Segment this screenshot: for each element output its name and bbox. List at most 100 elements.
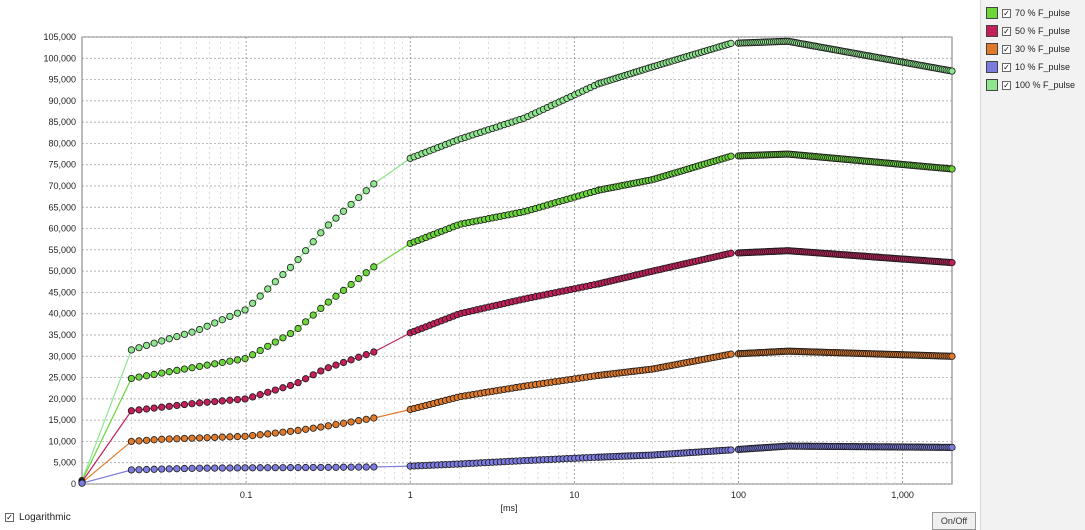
data-point [264,464,272,472]
y-tick-label: 60,000 [48,224,76,234]
data-point [241,355,249,363]
data-point [294,379,302,387]
legend-swatch-50 [986,25,998,37]
legend-label-10: 10 % F_pulse [1015,62,1071,72]
legend-item-100[interactable]: ✓ 100 % F_pulse [986,77,1075,93]
data-point [727,350,735,358]
legend-swatch-30 [986,43,998,55]
data-point [347,200,355,209]
legend-checkbox-100[interactable]: ✓ [1002,80,1011,90]
data-point [271,386,279,394]
y-tick-label: 90,000 [48,96,76,106]
legend-checkbox-10[interactable]: ✓ [1002,62,1011,72]
y-tick-label: 85,000 [48,117,76,127]
legend-checkbox-70[interactable]: ✓ [1002,8,1011,18]
data-point [286,427,295,435]
data-point [339,463,348,471]
data-point [203,434,211,442]
data-point [127,466,136,474]
data-point [249,299,257,307]
legend-checkbox-30[interactable]: ✓ [1002,44,1011,54]
data-point [339,358,348,367]
data-point [188,434,196,442]
data-point [233,464,242,472]
data-point [226,396,234,404]
data-point [150,465,158,473]
x-tick-label: 1,000 [891,490,914,500]
data-point [127,437,136,446]
data-point [339,286,348,294]
data-point [256,431,264,439]
data-point [241,464,249,472]
data-point [249,393,257,401]
data-point [294,324,302,333]
data-point [279,384,287,392]
data-point [317,423,325,431]
legend-item-50[interactable]: ✓ 50 % F_pulse [986,23,1070,39]
data-point [188,400,196,408]
data-point [203,464,211,472]
logarithmic-toggle[interactable]: ✓ Logarithmic [5,512,71,523]
data-point [188,364,196,372]
data-point [127,346,136,354]
data-point [727,446,735,454]
logarithmic-checkbox[interactable]: ✓ [5,513,14,522]
data-point [948,352,956,360]
data-point [218,316,226,324]
data-point [233,433,242,441]
data-point [211,433,219,442]
data-point [195,362,204,371]
data-point [173,465,181,473]
x-tick-label: 10 [569,490,579,500]
legend-swatch-10 [986,61,998,73]
data-point [158,435,166,443]
data-point [339,419,348,427]
data-point [241,306,249,314]
legend-checkbox-50[interactable]: ✓ [1002,26,1011,36]
data-point [211,319,219,327]
data-point [332,463,340,471]
data-point [324,463,332,471]
data-point [324,298,332,306]
data-point [370,414,378,422]
data-point [355,193,363,202]
data-point [362,463,370,471]
y-tick-label: 95,000 [48,75,76,85]
data-point [948,165,956,173]
legend-item-30[interactable]: ✓ 30 % F_pulse [986,41,1070,57]
data-point [317,463,325,472]
data-point [233,356,242,364]
data-point [294,463,302,472]
data-point [309,371,317,379]
data-point [286,381,295,390]
data-point [203,398,211,406]
onoff-button[interactable]: On/Off [932,512,976,530]
y-tick-label: 40,000 [48,309,76,319]
data-point [211,397,219,406]
data-point [180,434,189,443]
data-point [165,435,173,443]
data-point [150,404,158,412]
data-point [727,249,735,257]
data-point [727,39,735,47]
data-point [362,351,370,359]
y-tick-label: 75,000 [48,160,76,170]
legend-item-10[interactable]: ✓ 10 % F_pulse [986,59,1070,75]
data-point [150,370,158,379]
data-point [180,464,189,473]
y-tick-label: 35,000 [48,330,76,340]
data-point [279,428,287,436]
data-point [271,338,279,346]
data-point [127,374,136,383]
legend-item-70[interactable]: ✓ 70 % F_pulse [986,5,1070,21]
data-point [142,372,151,380]
data-point [173,366,181,375]
data-point [165,368,173,376]
data-point [218,464,226,472]
x-tick-label: 0.1 [240,490,253,500]
data-point [249,464,257,472]
data-point [727,152,735,160]
data-point [302,425,310,433]
data-point [370,463,378,471]
